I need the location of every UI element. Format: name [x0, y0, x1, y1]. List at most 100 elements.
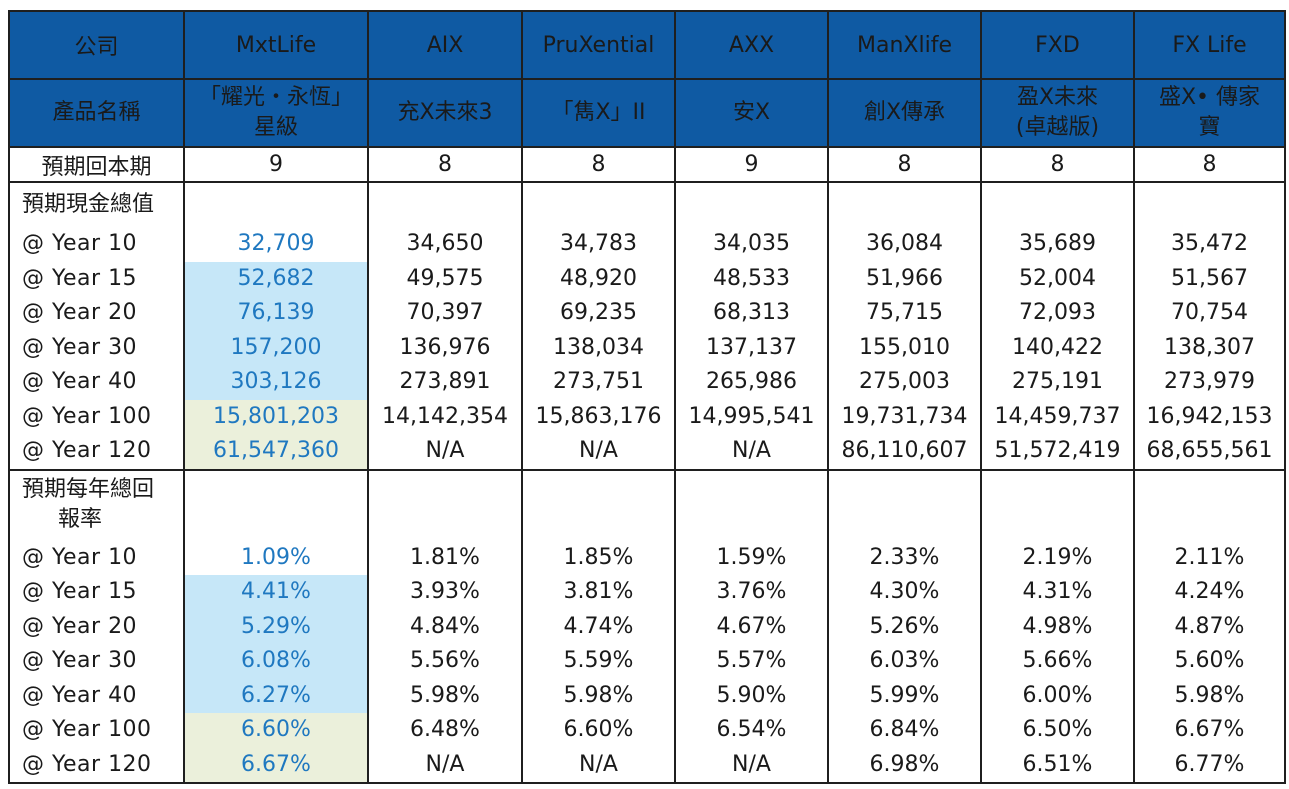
value-cell: 35,689 [1019, 231, 1096, 256]
section-value-column: 36,084 51,966 75,715 155,010 275,003 19,731,7… [827, 181, 982, 471]
value-cell: 70,754 [1171, 300, 1248, 325]
value-cell: 5.56% [410, 648, 480, 673]
value-cell: N/A [579, 438, 618, 463]
value-cell: 4.87% [1174, 613, 1245, 639]
value-cell: 1.81% [410, 544, 480, 570]
row-label: @ Year 10 [22, 544, 138, 570]
row-label: @ Year 120 [22, 751, 152, 777]
value-cell: 51,567 [1171, 265, 1248, 291]
row-label: @ Year 40 [22, 369, 138, 394]
company-name: AXX [674, 10, 829, 80]
section-value-column: 32,709 52,682 76,139 157,200 303,126 15,801,2… [183, 181, 369, 471]
value-cell: 15,863,176 [535, 403, 662, 429]
section-title-line: 預期每年總回 [22, 476, 155, 502]
value-cell: 4.30% [869, 579, 940, 604]
value-cell: 3.76% [716, 579, 787, 604]
value-cell: 3.81% [563, 579, 634, 604]
value-cell: 275,003 [859, 369, 950, 394]
product-label: 產品名稱 [8, 78, 185, 148]
value-cell: 3.93% [410, 579, 480, 604]
section-value-column: 34,783 48,920 69,235 138,034 273,751 15,863,1… [521, 181, 676, 471]
product-name: 充X未來3 [367, 78, 523, 148]
product-name: 盛X• 傳家寶 [1133, 78, 1286, 148]
value-cell: 68,313 [713, 300, 790, 325]
value-cell: 70,397 [406, 300, 484, 325]
value-cell: 15,801,203 [185, 399, 367, 434]
breakeven-value: 8 [980, 146, 1135, 183]
value-cell: 2.11% [1174, 544, 1245, 570]
row-label: @ Year 100 [22, 717, 152, 742]
breakeven-value: 9 [674, 146, 829, 183]
value-cell: 5.98% [410, 682, 480, 708]
value-cell: 138,307 [1164, 334, 1255, 360]
value-cell: 6.60% [185, 713, 367, 748]
comparison-table: 公司 MxtLife AIX PruXential AXX ManXlife F… [8, 10, 1286, 784]
value-cell: 6.67% [1174, 717, 1245, 742]
value-cell: 34,650 [406, 231, 484, 256]
annual-return-section: 預期每年總回 報率 @ Year 10 @ Year 15 @ Year 20 @ Yea… [8, 468, 1286, 784]
row-label: @ Year 30 [22, 648, 138, 673]
value-cell: N/A [579, 751, 618, 777]
section-value-column: 2.19% 4.31% 4.98% 5.66% 6.00% 6.50% 6.51% [980, 468, 1135, 784]
value-cell: 155,010 [859, 334, 950, 360]
value-cell: 52,004 [1019, 265, 1096, 291]
value-cell: 5.90% [716, 682, 787, 708]
value-cell: N/A [732, 751, 771, 777]
breakeven-label: 預期回本期 [8, 146, 185, 183]
value-cell: 6.67% [185, 747, 367, 782]
row-label: @ Year 100 [22, 403, 152, 429]
product-name: 安X [674, 78, 829, 148]
value-cell: 32,709 [237, 231, 315, 256]
value-cell: 6.08% [185, 644, 367, 679]
value-cell: 5.59% [563, 648, 634, 673]
value-cell: 1.59% [716, 544, 787, 570]
section-value-column: 34,035 48,533 68,313 137,137 265,986 14,995,5… [674, 181, 829, 471]
company-name: ManXlife [827, 10, 982, 80]
value-cell: 5.60% [1174, 648, 1245, 673]
value-cell: 6.51% [1022, 751, 1093, 777]
row-label: @ Year 20 [22, 300, 138, 325]
value-cell: N/A [425, 751, 465, 777]
value-cell: 6.84% [869, 717, 940, 742]
value-cell: 4.31% [1022, 579, 1093, 604]
row-label: @ Year 30 [22, 334, 138, 360]
company-name: FXD [980, 10, 1135, 80]
company-name: FX Life [1133, 10, 1286, 80]
value-cell: 6.50% [1022, 717, 1093, 742]
section-title: 預期每年總回 報率 [10, 471, 183, 541]
value-cell: 6.48% [410, 717, 480, 742]
value-cell: 265,986 [706, 369, 797, 394]
value-cell: 137,137 [706, 334, 797, 360]
value-cell: 140,422 [1012, 334, 1103, 360]
section-value-column: 2.33% 4.30% 5.26% 6.03% 5.99% 6.84% 6.98% [827, 468, 982, 784]
value-cell: 51,572,419 [994, 438, 1121, 463]
row-label: @ Year 10 [22, 231, 138, 256]
breakeven-value: 8 [521, 146, 676, 183]
value-cell: 273,751 [553, 369, 644, 394]
value-cell: 136,976 [399, 334, 491, 360]
value-cell: 68,655,561 [1146, 438, 1273, 463]
value-cell: 138,034 [553, 334, 644, 360]
row-label: @ Year 15 [22, 265, 138, 291]
section-value-column: 35,472 51,567 70,754 138,307 273,979 16,942,1… [1133, 181, 1286, 471]
cash-value-section: 預期現金總值 @ Year 10 @ Year 15 @ Year 20 @ Year … [8, 181, 1286, 471]
value-cell: 6.77% [1174, 751, 1245, 777]
value-cell: 275,191 [1012, 369, 1103, 394]
value-cell: 6.27% [185, 678, 367, 713]
value-cell: 2.33% [869, 544, 940, 570]
product-name: 「雋X」II [521, 78, 676, 148]
value-cell: 5.66% [1022, 648, 1093, 673]
value-cell: 1.85% [563, 544, 634, 570]
row-label: @ Year 15 [22, 579, 138, 604]
value-cell: 5.57% [716, 648, 787, 673]
value-cell: 69,235 [560, 300, 637, 325]
value-cell: 49,575 [406, 265, 484, 291]
breakeven-row: 預期回本期 9 8 8 9 8 8 8 [8, 146, 1286, 183]
value-cell: 6.00% [1022, 682, 1093, 708]
row-label: @ Year 40 [22, 682, 138, 708]
value-cell: 34,783 [560, 231, 637, 256]
value-cell: 6.98% [869, 751, 940, 777]
value-cell: 14,459,737 [994, 403, 1121, 429]
value-cell: 16,942,153 [1146, 403, 1273, 429]
